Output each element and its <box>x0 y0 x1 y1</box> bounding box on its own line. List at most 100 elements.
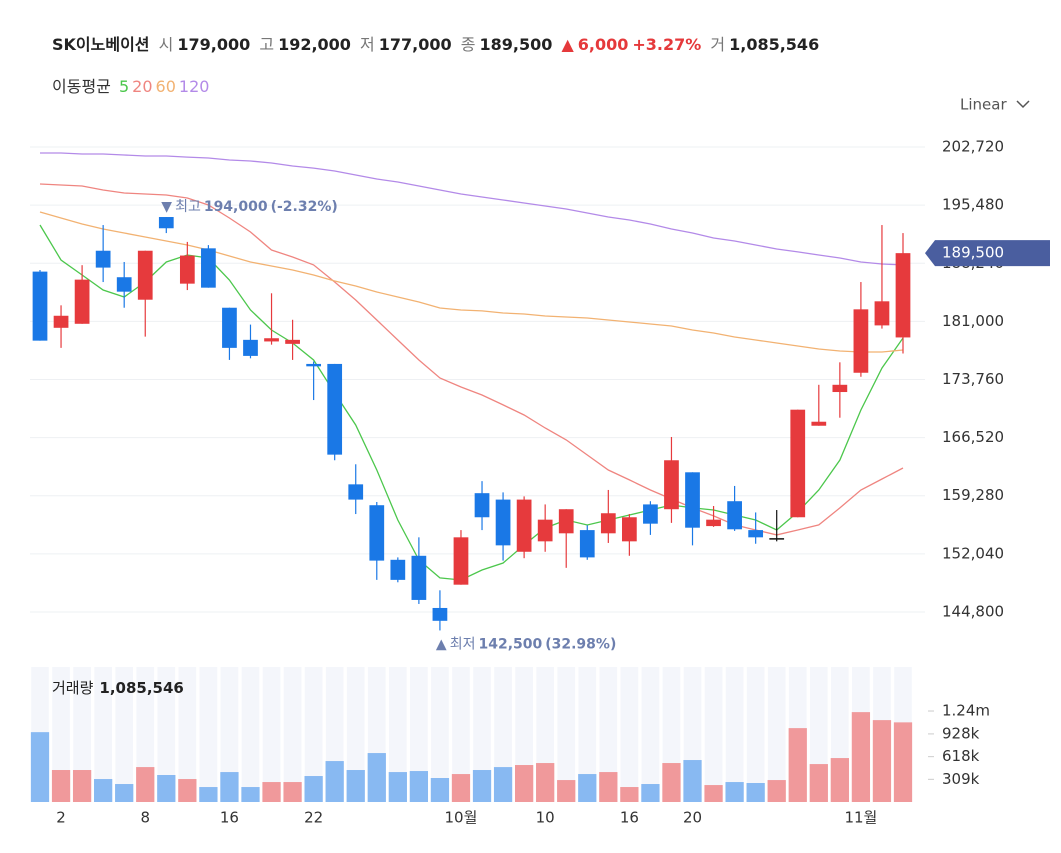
volume-title-value: 1,085,546 <box>99 679 183 697</box>
candle-body <box>769 538 785 540</box>
volume-bar <box>94 779 113 802</box>
candle-body <box>369 505 385 561</box>
price-tag <box>925 240 1050 267</box>
volume-column-bg <box>73 667 91 802</box>
candle-body <box>664 460 679 510</box>
candle-body <box>158 217 174 229</box>
y-tick-label: 181,000 <box>942 312 1004 330</box>
x-tick-label: 2 <box>56 809 66 827</box>
volume-column-bg <box>452 667 470 802</box>
volume-column-bg <box>473 667 491 802</box>
candle-body <box>327 363 343 455</box>
candle-body <box>558 509 574 534</box>
volume-bar <box>409 771 429 802</box>
volume-bar <box>241 787 260 802</box>
volume-column-bg <box>346 667 365 802</box>
volume-bar <box>683 760 702 802</box>
high-value: 192,000 <box>278 35 351 54</box>
volume-bar <box>620 787 639 802</box>
volume-column-bg <box>262 667 281 802</box>
annotation-low: ▲ 최저 142,500 (32.98%) <box>436 636 616 652</box>
volume-bar <box>367 753 386 802</box>
volume-bar <box>30 732 50 802</box>
volume-column-bg <box>578 667 597 802</box>
volume-bar <box>725 782 744 802</box>
candle-body <box>537 519 553 542</box>
volume-bar <box>514 765 534 802</box>
annotation-label: 최저 <box>450 636 476 652</box>
candle-body <box>495 499 511 546</box>
change-pct: +3.27% <box>632 35 702 54</box>
high-label: 고 <box>259 35 275 54</box>
volume-column-bg <box>220 667 239 802</box>
candle-body <box>748 530 764 538</box>
volume-bar <box>157 775 176 802</box>
volume-column-bg <box>599 667 618 802</box>
volume-column-bg <box>157 667 176 802</box>
volume-bar <box>262 782 281 802</box>
x-tick-label: 16 <box>220 809 239 827</box>
candle-body <box>306 363 322 367</box>
x-tick-label: 16 <box>620 809 639 827</box>
candle-body <box>895 253 911 338</box>
volume-bar <box>578 774 597 802</box>
y-tick-label: 144,800 <box>942 602 1004 620</box>
volume-bar <box>872 720 892 802</box>
volume-bar <box>220 772 239 802</box>
candle-body <box>832 384 848 393</box>
open-value: 179,000 <box>177 35 251 54</box>
volume-value: 1,085,546 <box>729 35 820 54</box>
volume-column-bg <box>557 667 576 802</box>
ma-line <box>40 152 904 266</box>
candle-body <box>411 555 427 600</box>
volume-bar <box>346 770 365 802</box>
volume-tick-label: 1.24m <box>942 702 990 720</box>
candle-body <box>348 484 364 500</box>
volume-column-bg <box>704 667 723 802</box>
candle-body <box>74 279 90 324</box>
y-tick-label: 173,760 <box>942 370 1004 388</box>
volume-title-label: 거래량 <box>52 679 94 697</box>
volume-bar <box>557 780 576 802</box>
candle-body <box>790 409 806 518</box>
y-tick-label: 159,280 <box>942 486 1004 504</box>
close-label: 종 <box>460 35 476 54</box>
low-value: 177,000 <box>378 35 452 54</box>
volume-bar <box>388 772 407 802</box>
y-tick-label: 195,480 <box>942 196 1004 214</box>
annotation-marker: ▲ <box>436 636 447 652</box>
candle-body <box>32 271 48 341</box>
candle-body <box>116 277 132 292</box>
candle-body <box>516 499 532 552</box>
volume-bar <box>599 772 618 802</box>
volume-column-bg <box>178 667 197 802</box>
dropdown-icon[interactable] <box>1016 100 1030 109</box>
volume-bar <box>788 728 807 802</box>
volume-column-bg <box>241 667 260 802</box>
volume-column-bg <box>620 667 639 802</box>
annotation-pct: (32.98%) <box>545 636 616 652</box>
volume-column-bg <box>94 667 112 802</box>
candle-body <box>432 607 448 621</box>
ma-line <box>39 211 904 353</box>
candle-body <box>600 513 616 534</box>
volume-bar <box>830 758 849 802</box>
x-tick-label: 22 <box>304 809 323 827</box>
legend-entry: 60 <box>155 77 176 96</box>
open-label: 시 <box>158 35 174 54</box>
scale-selector[interactable]: Linear <box>960 96 1007 114</box>
quote-header: SK이노베이션 시 179,000 고 192,000 저 177,000 종 189,… <box>52 31 823 55</box>
x-tick-label: 11월 <box>844 809 877 827</box>
change-arrow: ▲ <box>561 35 574 54</box>
candle-body <box>453 537 469 585</box>
candle-body <box>285 339 300 344</box>
volume-bar <box>325 761 344 802</box>
candle-body <box>474 493 490 518</box>
candle-body <box>264 338 279 342</box>
volume-label: 거 <box>710 35 726 54</box>
candle-body <box>811 421 827 426</box>
candle-body <box>95 250 111 268</box>
volume-column-bg <box>746 667 765 802</box>
